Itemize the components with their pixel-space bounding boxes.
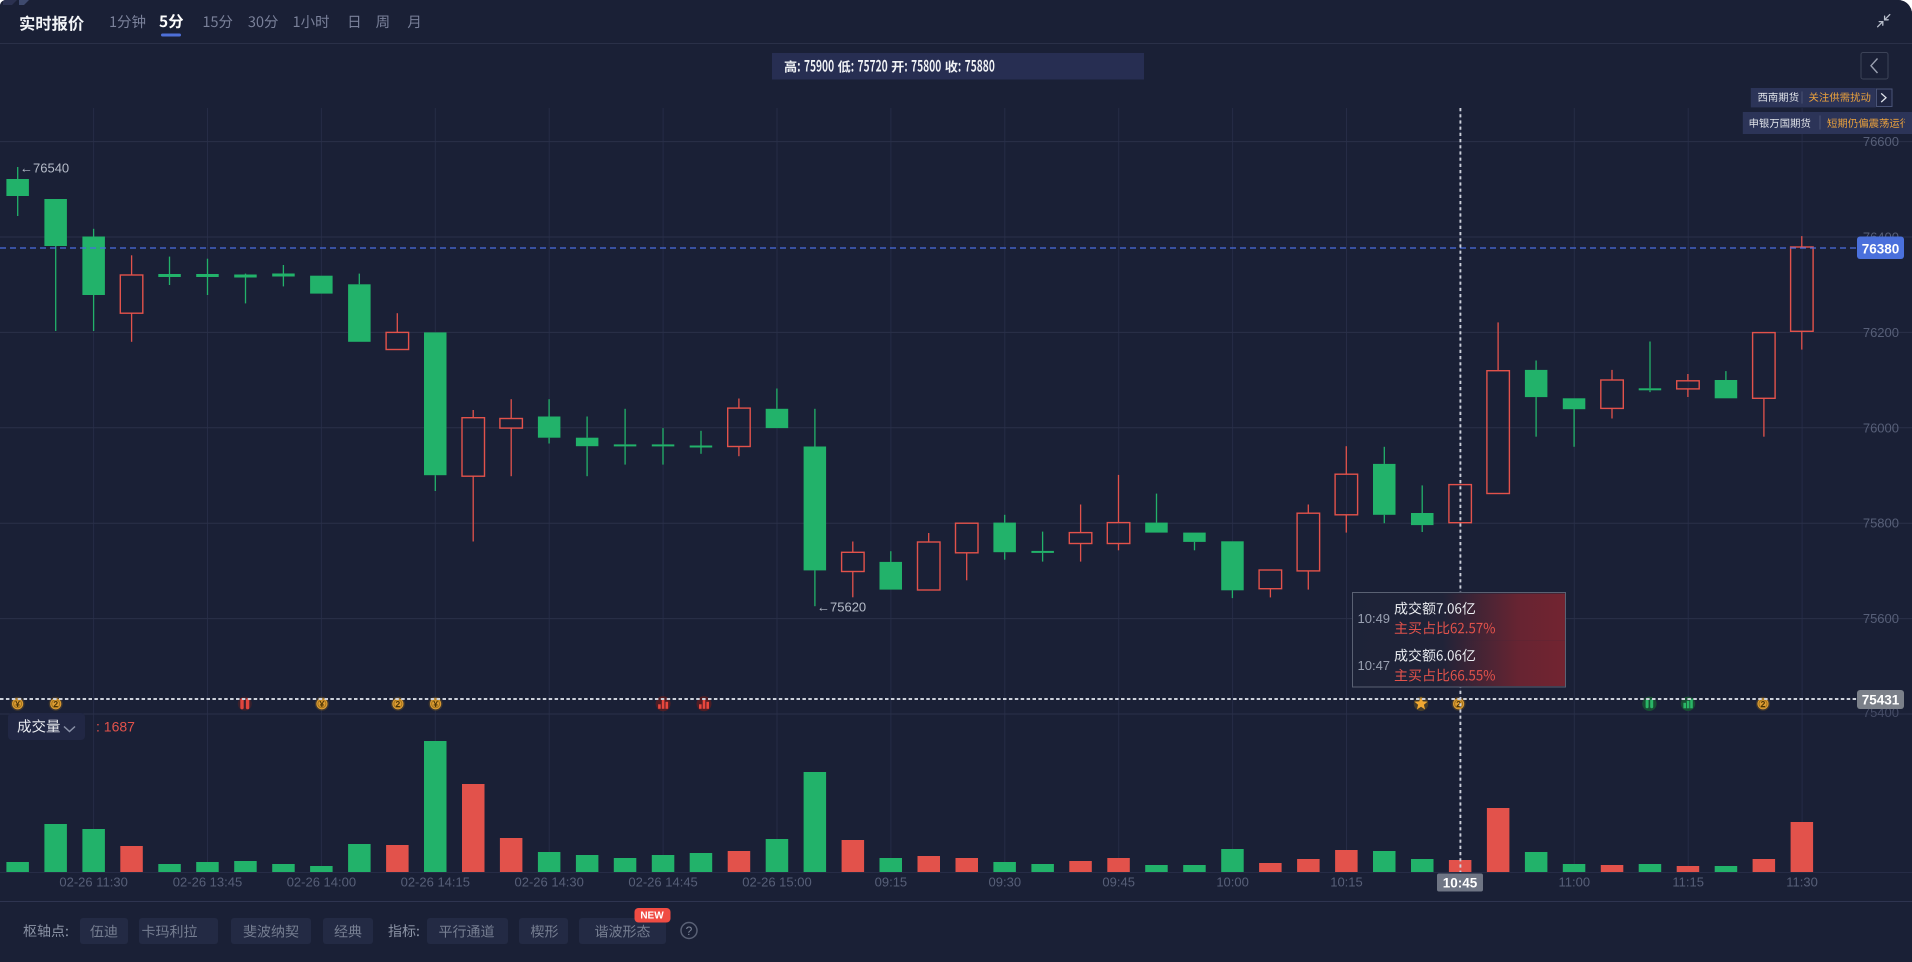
svg-text:10:47: 10:47	[1358, 658, 1391, 673]
svg-text:09:45: 09:45	[1102, 875, 1135, 890]
svg-text:75800: 75800	[1863, 516, 1899, 531]
svg-text:¥: ¥	[320, 699, 325, 709]
svg-text:02-26 14:30: 02-26 14:30	[514, 875, 583, 890]
svg-text:NEW: NEW	[640, 911, 664, 922]
svg-text:11:30: 11:30	[1786, 875, 1818, 890]
svg-text:02-26 14:00: 02-26 14:00	[287, 875, 356, 890]
svg-text:02-26 11:30: 02-26 11:30	[59, 875, 127, 890]
svg-text:75600: 75600	[1863, 611, 1899, 626]
svg-text:10:15: 10:15	[1330, 875, 1363, 890]
svg-text:?: ?	[686, 924, 693, 938]
svg-text:2: 2	[396, 699, 401, 709]
svg-text:10:45: 10:45	[1443, 876, 1478, 891]
svg-text:76200: 76200	[1863, 325, 1899, 340]
svg-text:02-26 14:15: 02-26 14:15	[401, 875, 470, 890]
svg-text:2: 2	[1761, 699, 1766, 709]
svg-text:09:30: 09:30	[989, 875, 1022, 890]
svg-text:2: 2	[1456, 699, 1461, 709]
svg-text:76380: 76380	[1862, 242, 1900, 257]
svg-text:¥: ¥	[15, 699, 20, 709]
svg-text:02-26 15:00: 02-26 15:00	[742, 875, 811, 890]
svg-text:2: 2	[53, 699, 58, 709]
svg-text:76600: 76600	[1863, 134, 1899, 149]
svg-text:02-26 13:45: 02-26 13:45	[173, 875, 242, 890]
svg-text:←75620: ←75620	[817, 600, 866, 615]
svg-text:←76540: ←76540	[20, 161, 69, 176]
svg-text:09:15: 09:15	[875, 875, 908, 890]
svg-text:: 1687: : 1687	[96, 719, 135, 735]
svg-text:¥: ¥	[433, 699, 438, 709]
svg-text:76000: 76000	[1863, 420, 1899, 435]
svg-text:02-26 14:45: 02-26 14:45	[628, 875, 697, 890]
svg-text:10:00: 10:00	[1216, 875, 1249, 890]
svg-text:75431: 75431	[1862, 693, 1900, 708]
svg-text:11:00: 11:00	[1559, 875, 1591, 890]
svg-text:10:49: 10:49	[1358, 611, 1391, 626]
svg-text:11:15: 11:15	[1672, 875, 1704, 890]
